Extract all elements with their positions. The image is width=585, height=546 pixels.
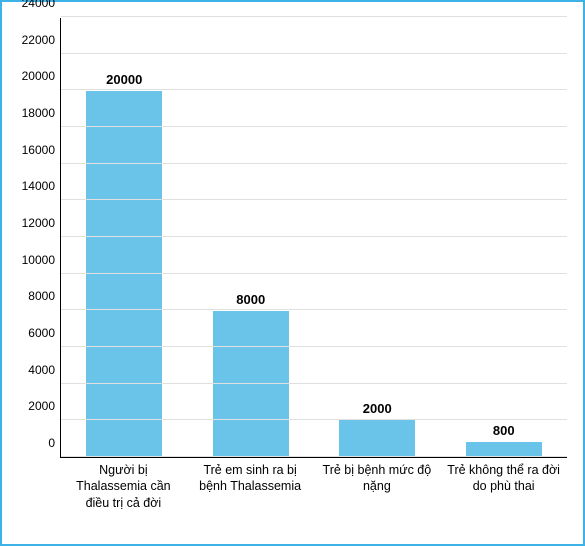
bar: 8000: [213, 311, 289, 457]
x-axis-label: Trẻ em sinh ra bị bệnh Thalassemia: [190, 462, 310, 495]
gridline: [61, 53, 567, 54]
bar-value-label: 8000: [236, 292, 265, 307]
gridline: [61, 16, 567, 17]
ytick-label: 22000: [22, 33, 61, 47]
gridline: [61, 309, 567, 310]
bar: 20000: [86, 91, 162, 457]
ytick-label: 18000: [22, 106, 61, 120]
ytick-label: 6000: [28, 326, 61, 340]
gridline: [61, 273, 567, 274]
bar-value-label: 20000: [106, 72, 142, 87]
ytick-label: 14000: [22, 179, 61, 193]
ytick-label: 16000: [22, 143, 61, 157]
gridline: [61, 89, 567, 90]
chart-inner: 20000 8000 2000 800 0 2000 4000 6000 8000 10000 1…: [10, 10, 575, 536]
bar-value-label: 800: [493, 423, 515, 438]
ytick-label: 2000: [28, 399, 61, 413]
gridline: [61, 236, 567, 237]
x-axis-label: Trẻ bị bệnh mức độ nặng: [317, 462, 437, 495]
x-axis-label: Người bị Thalassemia cần điều trị cả đời: [63, 462, 183, 511]
gridline: [61, 346, 567, 347]
gridline: [61, 163, 567, 164]
x-axis-label: Trẻ không thể ra đời do phù thai: [443, 462, 563, 495]
chart-frame: 20000 8000 2000 800 0 2000 4000 6000 8000 10000 1…: [0, 0, 585, 546]
gridline: [61, 383, 567, 384]
plot-area: 2000080002000800 02000400060008000100001…: [60, 18, 567, 458]
bar-value-label: 2000: [363, 401, 392, 416]
bar: 2000: [339, 420, 415, 457]
ytick-label: 20000: [22, 69, 61, 83]
ytick-label: 24000: [22, 0, 61, 10]
ytick-label: 8000: [28, 289, 61, 303]
ytick-label: 4000: [28, 363, 61, 377]
bars-layer: 20000 8000 2000 800: [61, 18, 567, 457]
ytick-label: 12000: [22, 216, 61, 230]
gridline: [61, 126, 567, 127]
gridline: [61, 199, 567, 200]
bar: 800: [466, 442, 542, 457]
ytick-label: 0: [48, 436, 61, 450]
gridline: [61, 456, 567, 457]
gridline: [61, 419, 567, 420]
ytick-label: 10000: [22, 253, 61, 267]
